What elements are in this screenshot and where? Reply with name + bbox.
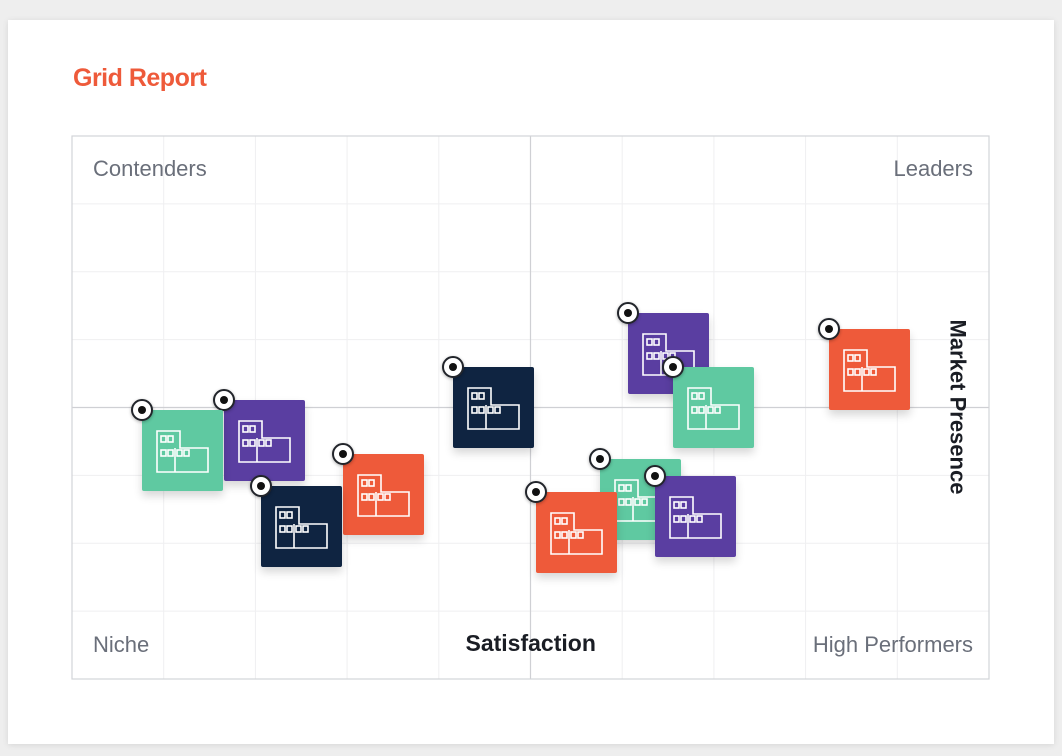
building-icon <box>238 419 291 463</box>
data-point-marker[interactable] <box>662 356 685 378</box>
building-icon <box>357 474 411 517</box>
data-point-marker[interactable] <box>442 356 465 378</box>
data-point-marker[interactable] <box>524 480 547 503</box>
product-tile-5[interactable] <box>224 399 306 481</box>
data-point-marker[interactable] <box>616 301 639 324</box>
product-tile-1[interactable] <box>453 367 535 448</box>
quadrant-label-contenders: Contenders <box>93 156 207 181</box>
x-axis-label: Satisfaction <box>465 630 596 656</box>
building-icon <box>687 387 741 430</box>
building-icon <box>274 506 328 550</box>
quadrant-label-leaders: Leaders <box>893 156 973 181</box>
data-point-marker[interactable] <box>249 475 272 498</box>
data-point-marker[interactable] <box>644 464 667 487</box>
building-icon <box>155 430 209 474</box>
quadrant-label-niche: Niche <box>93 632 150 657</box>
product-tile-7[interactable] <box>343 453 425 535</box>
product-tile-8[interactable] <box>260 486 342 568</box>
data-point-marker[interactable] <box>213 388 236 411</box>
report-title: Grid Report <box>73 64 207 92</box>
data-point-marker[interactable] <box>818 317 841 340</box>
quadrant-label-high-performers: High Performers <box>812 632 973 657</box>
building-icon <box>669 495 722 539</box>
product-tile-11[interactable] <box>535 491 617 573</box>
data-point-marker[interactable] <box>332 442 355 465</box>
data-point-marker[interactable] <box>589 448 612 471</box>
product-tile-10[interactable] <box>655 475 737 557</box>
product-tile-3[interactable] <box>829 328 911 410</box>
y-axis-label: Market Presence <box>944 319 970 495</box>
product-tile-4[interactable] <box>673 367 755 448</box>
data-point-marker[interactable] <box>130 399 153 422</box>
product-tile-6[interactable] <box>141 410 223 492</box>
building-icon <box>467 387 521 430</box>
building-icon <box>843 349 897 392</box>
building-icon <box>550 512 603 555</box>
grid-frame <box>71 135 990 680</box>
